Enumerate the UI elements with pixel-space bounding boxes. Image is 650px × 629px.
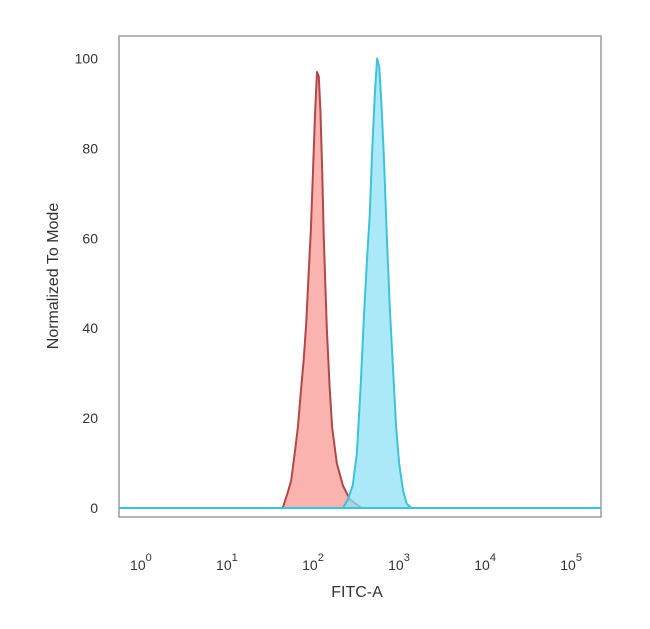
y-tick-label: 60 (82, 230, 98, 246)
x-tick-label: 103 (388, 552, 410, 573)
x-tick-label: 104 (474, 552, 496, 573)
series-line-1 (342, 57, 413, 509)
x-axis-label: FITC-A (331, 584, 383, 601)
y-tick-label: 80 (82, 140, 98, 156)
x-tick-label: 100 (130, 552, 152, 573)
x-tick-label: 105 (560, 552, 582, 573)
y-axis-ticks: 0 20 40 60 80 100 (75, 51, 99, 517)
y-tick-label: 100 (75, 51, 99, 67)
x-tick-label: 101 (216, 552, 238, 573)
y-tick-label: 20 (82, 410, 98, 426)
series-layer (119, 57, 601, 510)
y-axis-label: Normalized To Mode (45, 203, 62, 350)
y-tick-label: 0 (90, 500, 98, 516)
series-line-0 (281, 71, 363, 509)
x-tick-label: 102 (302, 552, 324, 573)
series-area-0 (282, 72, 362, 508)
y-tick-label: 40 (82, 320, 98, 336)
x-axis-ticks: 100 101 102 103 104 105 (130, 552, 582, 573)
